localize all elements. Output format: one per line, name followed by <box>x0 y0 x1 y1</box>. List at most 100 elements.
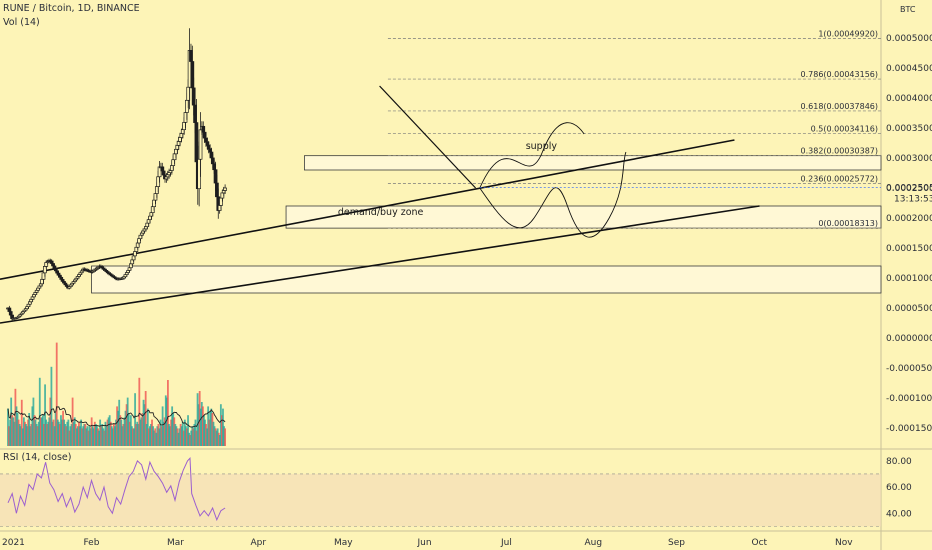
volume-bar <box>189 435 192 446</box>
time-tick-label: Feb <box>84 538 100 548</box>
volume-bar <box>36 426 39 446</box>
volume-bar <box>124 410 127 446</box>
volume-bar <box>167 380 169 446</box>
rsi-band <box>0 473 881 527</box>
time-tick-label: Nov <box>835 538 853 548</box>
volume-bar <box>122 424 125 446</box>
volume-bar <box>153 430 156 446</box>
rsi-tick-label: 60.00 <box>886 483 912 493</box>
volume-bar <box>38 377 41 446</box>
volume-bar <box>204 419 206 446</box>
volume-bar <box>181 421 184 446</box>
volume-bar <box>50 366 53 446</box>
volume-bar <box>63 419 66 446</box>
volume-bar <box>78 421 80 446</box>
rsi-tick-label: 40.00 <box>886 509 912 519</box>
volume-bar <box>45 419 48 446</box>
volume-bar <box>123 417 126 446</box>
volume-bar <box>137 424 140 446</box>
volume-bar <box>156 426 159 446</box>
time-tick-label: May <box>334 538 353 548</box>
rsi-line <box>7 456 226 522</box>
volume-bar <box>52 419 55 446</box>
volume-bar <box>64 424 67 446</box>
volume-bar <box>76 426 79 446</box>
volume-bar <box>96 426 98 446</box>
countdown-label: 13:13:53 <box>894 195 932 205</box>
volume-bar <box>146 408 149 446</box>
volume-bar <box>106 419 109 446</box>
volume-bar <box>32 397 35 446</box>
volume-bar <box>201 406 204 446</box>
volume-bar <box>94 424 97 446</box>
volume-bar <box>113 424 115 446</box>
volume-bar <box>105 426 108 446</box>
volume-bar <box>222 408 224 446</box>
volume-bar <box>197 404 200 446</box>
volume-bar <box>171 406 174 446</box>
volume-bar <box>15 406 18 446</box>
volume-bar <box>57 421 60 446</box>
channel-lower-line <box>0 205 760 324</box>
volume-bar <box>86 426 89 446</box>
volume-bar <box>213 426 216 446</box>
fib-level-label: 0.786(0.00043156) <box>801 70 879 79</box>
volume-bar <box>11 415 14 446</box>
volume-bar <box>74 424 77 446</box>
volume-bar <box>147 428 150 446</box>
volume-bar <box>217 432 220 446</box>
volume-bar <box>16 413 19 446</box>
volume-bar <box>190 430 193 446</box>
volume-bar <box>221 415 223 446</box>
volume-bar <box>142 399 145 446</box>
volume-bar <box>140 417 143 446</box>
volume-bar <box>98 430 100 446</box>
volume-bar <box>168 424 170 446</box>
rsi-legend[interactable]: RSI (14, close) <box>3 452 72 463</box>
volume-bar <box>110 426 113 446</box>
volume-bar <box>68 430 71 446</box>
volume-bar <box>143 404 146 446</box>
volume-bar <box>206 428 208 446</box>
volume-bar <box>175 426 178 446</box>
time-tick-label: Aug <box>585 538 603 548</box>
volume-bar <box>8 426 10 446</box>
volume-bar <box>44 384 46 446</box>
volume-bar <box>136 421 139 446</box>
projection-path-up <box>479 122 585 189</box>
volume-bar <box>162 421 165 446</box>
volume-bar <box>37 421 40 446</box>
volume-bar <box>193 424 196 446</box>
volume-bar <box>27 419 30 446</box>
volume-bar <box>170 419 172 446</box>
volume-bar <box>28 413 31 446</box>
symbol-legend[interactable]: RUNE / Bitcoin, 1D, BINANCE <box>3 3 140 14</box>
volume-bar <box>159 419 162 446</box>
volume-bar <box>35 424 38 446</box>
volume-bar <box>12 417 15 446</box>
volume-bar <box>69 426 72 446</box>
time-tick-label: Apr <box>251 538 267 548</box>
volume-bar <box>133 428 135 446</box>
volume-bar <box>17 419 20 446</box>
fib-level-label: 0.382(0.00030387) <box>801 147 879 156</box>
volume-bar <box>210 408 213 446</box>
time-tick-label: 2021 <box>2 538 25 548</box>
volume-bar <box>108 415 111 446</box>
volume-legend[interactable]: Vol (14) <box>3 17 40 28</box>
volume-bar <box>82 426 85 446</box>
volume-bar <box>117 410 120 446</box>
volume-bar <box>66 421 69 446</box>
last-price-value: 0.00025054 <box>886 184 932 194</box>
volume-bar <box>61 419 63 446</box>
volume-bar <box>90 417 93 446</box>
fib-level-label: 0.5(0.00034116) <box>811 124 878 133</box>
volume-bar <box>101 424 104 446</box>
volume-bar <box>104 421 107 446</box>
price-tick-label: 0.00000000 <box>886 334 932 344</box>
